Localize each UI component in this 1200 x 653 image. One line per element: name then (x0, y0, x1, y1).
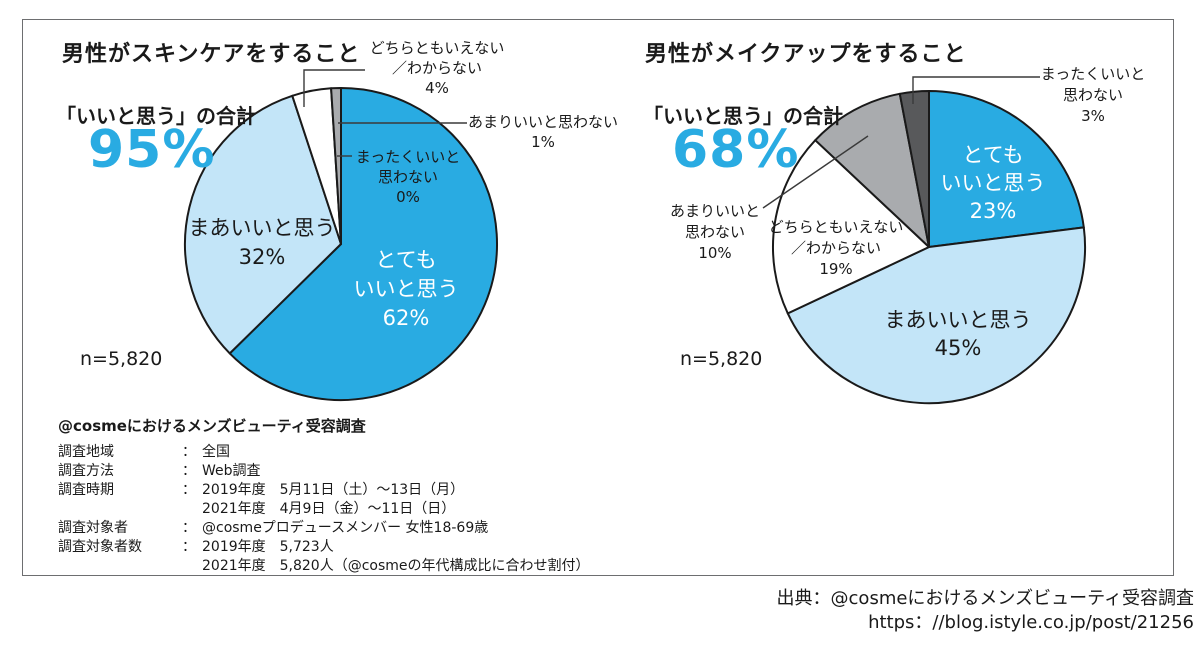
survey-row-colon: ： (182, 463, 196, 479)
slice-label-text: あまりいいと思わない (669, 202, 761, 241)
survey-row-value: Web調査 (202, 463, 261, 479)
total-caption-makeup: 「いいと思う」の合計 (643, 104, 843, 128)
survey-info-row: 調査対象者 ： @cosmeプロデュースメンバー 女性18-69歳 (58, 519, 590, 538)
source-line: 出典：@cosmeにおけるメンズビューティ受容調査 (776, 588, 1194, 609)
sample-size-makeup: n=5,820 (680, 348, 763, 370)
survey-row-colon: ： (182, 539, 196, 555)
total-caption-skincare: 「いいと思う」の合計 (56, 104, 256, 128)
slice-label-text: とても いいと思う (940, 143, 1046, 195)
survey-row-colon: ： (182, 482, 196, 498)
survey-info-row: 調査対象者数 ： 2019年度 5,723人 2021年度 5,820人（@cos… (58, 538, 590, 576)
slice-pct: 45% (934, 336, 982, 360)
survey-row-value: 2019年度 5,723人 2021年度 5,820人（@cosmeの年代構成比に… (202, 539, 590, 574)
slice-pct: 23% (969, 199, 1017, 223)
slice-label-skincare-not-good: あまりいいと思わない 1% (468, 112, 618, 152)
slice-label-makeup-fairly-good: まあいいと思う 45% (885, 306, 1032, 362)
survey-row-colon: ： (182, 520, 196, 536)
slice-label-skincare-very-good: とても いいと思う 62% (354, 246, 459, 333)
chart-title-skincare: 男性がスキンケアをすること (62, 42, 361, 67)
source-citation: 出典：@cosmeにおけるメンズビューティ受容調査 https：//blog.i… (777, 587, 1194, 635)
slice-label-makeup-not-at-all: まったくいいと 思わない 3% (1041, 64, 1145, 127)
survey-info-row: 調査時期 ： 2019年度 5月11日（土）～13日（月） 2021年度 4月9日… (58, 481, 590, 519)
survey-info-row: 調査地域 ： 全国 (58, 443, 590, 462)
slice-pct: 3% (1081, 107, 1105, 125)
slice-pct: 62% (382, 306, 430, 330)
slice-label-text: とても いいと思う (353, 248, 459, 301)
survey-row-label: 調査時期 (58, 482, 114, 498)
survey-row-value: 全国 (202, 444, 230, 460)
slice-label-makeup-very-good: とても いいと思う 23% (941, 141, 1046, 225)
slice-label-text: あまりいいと思わない (467, 113, 619, 131)
survey-info-row: 調査方法 ： Web調査 (58, 462, 590, 481)
survey-info-title: @cosmeにおけるメンズビューティ受容調査 (58, 417, 366, 435)
slice-label-skincare-not-at-all: まったくいいと 思わない 0% (356, 147, 460, 207)
slice-label-text: どちらともいえない ／わからない (369, 39, 505, 77)
survey-info: @cosmeにおけるメンズビューティ受容調査 調査地域 ： 全国 調査方法 ： … (58, 417, 590, 576)
slice-pct: 0% (396, 188, 420, 206)
chart-title-makeup: 男性がメイクアップをすること (645, 42, 967, 67)
slice-pct: 19% (819, 260, 853, 278)
slice-label-text: まったくいいと 思わない (355, 148, 461, 186)
source-url: https：//blog.istyle.co.jp/post/21256 (868, 612, 1194, 633)
slice-label-skincare-neutral: どちらともいえない ／わからない 4% (370, 38, 505, 98)
slice-label-makeup-not-good: あまりいいと 思わない 10% (670, 201, 760, 264)
survey-row-value: @cosmeプロデュースメンバー 女性18-69歳 (202, 520, 489, 536)
slice-label-text: まあいいと思う (188, 216, 336, 240)
slice-pct: 32% (238, 245, 286, 269)
total-value-skincare: 95% (88, 120, 216, 180)
survey-row-colon: ： (182, 444, 196, 460)
slice-label-text: まあいいと思う (884, 308, 1032, 332)
slice-label-text: まったくいいと 思わない (1040, 65, 1146, 104)
slice-label-skincare-fairly-good: まあいいと思う 32% (189, 214, 336, 272)
survey-row-label: 調査方法 (58, 463, 114, 479)
slice-pct: 4% (425, 79, 449, 97)
sample-size-skincare: n=5,820 (80, 348, 163, 370)
slice-label-makeup-neutral: どちらともいえない ／わからない 19% (769, 217, 904, 280)
slice-label-text: どちらともいえない ／わからない (768, 218, 904, 257)
slice-pct: 1% (531, 133, 555, 151)
survey-row-label: 調査対象者 (58, 520, 128, 536)
total-value-makeup: 68% (672, 120, 800, 180)
survey-row-label: 調査対象者数 (58, 539, 142, 555)
survey-row-value: 2019年度 5月11日（土）～13日（月） 2021年度 4月9日（金）～11日… (202, 482, 465, 517)
slice-pct: 10% (698, 244, 732, 262)
survey-row-label: 調査地域 (58, 444, 114, 460)
